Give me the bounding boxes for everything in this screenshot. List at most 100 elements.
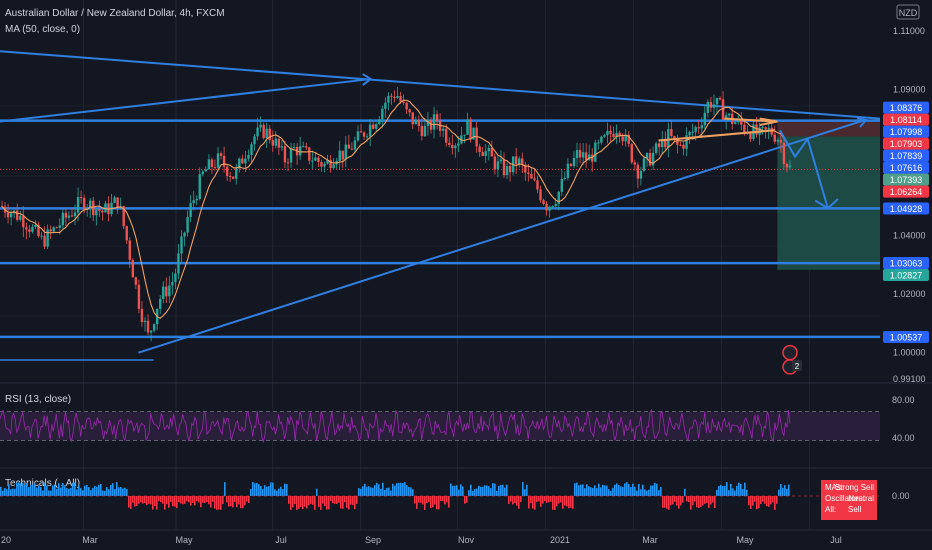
technicals-mas-key: MAs: bbox=[825, 483, 843, 492]
technicals-bar bbox=[78, 485, 80, 496]
price-label-8 bbox=[883, 202, 929, 215]
candle-body bbox=[642, 158, 646, 171]
wedge-upper-line[interactable] bbox=[724, 117, 775, 123]
trendlines[interactable] bbox=[0, 50, 881, 361]
technicals-bar bbox=[86, 484, 88, 496]
technicals-bar bbox=[412, 489, 414, 496]
technicals-bar bbox=[574, 483, 576, 496]
technicals-bar bbox=[324, 496, 326, 507]
technicals-bar bbox=[302, 496, 304, 510]
technicals-bar bbox=[64, 485, 66, 496]
candle-body bbox=[189, 203, 192, 218]
technicals-bar bbox=[442, 496, 444, 502]
technicals-bar bbox=[118, 487, 120, 496]
technicals-bar bbox=[532, 496, 534, 509]
candle-body bbox=[317, 157, 320, 163]
candle-body bbox=[654, 143, 658, 153]
technicals-bar bbox=[414, 496, 416, 504]
technicals-bar bbox=[322, 496, 324, 504]
technicals-bar bbox=[470, 484, 472, 496]
candle-body bbox=[524, 164, 527, 173]
technicals-bar bbox=[236, 496, 238, 508]
technicals-bar bbox=[264, 485, 266, 496]
candle-body bbox=[718, 97, 722, 100]
technicals-tick: 0.00 bbox=[892, 491, 910, 501]
symbol-title: Australian Dollar / New Zealand Dollar, … bbox=[5, 8, 225, 19]
technicals-bar bbox=[182, 496, 184, 505]
candle-body bbox=[426, 120, 430, 126]
candle-body bbox=[788, 165, 792, 168]
technicals-bar bbox=[186, 496, 188, 502]
candle-body bbox=[238, 158, 241, 169]
trendline-rising-support[interactable] bbox=[138, 119, 866, 354]
technicals-bar bbox=[204, 496, 206, 504]
candle-body bbox=[609, 130, 612, 134]
candle-body bbox=[225, 166, 229, 177]
technicals-bar bbox=[560, 496, 562, 503]
technicals-bar bbox=[256, 482, 258, 496]
candle-body bbox=[676, 138, 679, 145]
technicals-bar bbox=[338, 496, 340, 503]
grid bbox=[0, 0, 880, 530]
technicals-bar bbox=[736, 485, 738, 496]
candle-body bbox=[22, 215, 25, 228]
candle-body bbox=[432, 114, 436, 130]
candle-body bbox=[575, 150, 579, 158]
earnings-marker-icon[interactable] bbox=[782, 344, 798, 361]
technicals-bar bbox=[580, 484, 582, 496]
technicals-bar bbox=[576, 482, 578, 496]
technicals-bar bbox=[320, 496, 322, 510]
technicals-bar bbox=[714, 496, 716, 509]
technicals-bar bbox=[712, 496, 714, 503]
price-label-text-4: 1.07839 bbox=[890, 151, 923, 161]
technicals-bar bbox=[398, 482, 400, 496]
technicals-bar bbox=[772, 496, 774, 503]
ma-line bbox=[1, 99, 791, 319]
technicals-bar bbox=[284, 483, 286, 496]
event-markers[interactable]: 2 bbox=[782, 344, 802, 375]
time-axis[interactable]: 20 Mar May Jul Sep Nov 2021 Mar May Jul bbox=[1, 535, 842, 545]
wedge-lower-line[interactable] bbox=[658, 129, 775, 142]
technicals-bar bbox=[146, 496, 148, 506]
technicals-bar bbox=[384, 489, 386, 496]
trendline-rising-channel[interactable] bbox=[0, 78, 371, 123]
candle-body bbox=[673, 136, 676, 139]
projection-drawing[interactable] bbox=[658, 117, 839, 210]
technicals-bar bbox=[304, 496, 306, 507]
technicals-bar bbox=[558, 496, 560, 504]
technicals-bar bbox=[700, 496, 702, 507]
technicals-bar bbox=[188, 496, 190, 503]
technicals-bar bbox=[696, 496, 698, 508]
candle-body bbox=[283, 146, 287, 163]
technicals-bar bbox=[402, 483, 404, 496]
price-label-6 bbox=[883, 173, 929, 186]
technicals-bar bbox=[206, 496, 208, 503]
technicals-bar bbox=[612, 487, 614, 496]
trendline-upper-resistance[interactable] bbox=[0, 50, 881, 120]
candle-body bbox=[177, 253, 180, 274]
technicals-bar bbox=[776, 496, 778, 504]
technicals-bar bbox=[478, 485, 480, 496]
technicals-bar bbox=[60, 487, 62, 496]
candle-body bbox=[682, 144, 685, 149]
technicals-bar bbox=[178, 496, 180, 503]
candle-body bbox=[463, 134, 466, 136]
technicals-bar bbox=[678, 496, 680, 509]
technicals-bar bbox=[520, 496, 522, 503]
candle-body bbox=[536, 180, 539, 190]
technicals-bar bbox=[278, 488, 280, 496]
technicals-bar bbox=[58, 483, 60, 496]
projection-path[interactable] bbox=[779, 129, 829, 209]
candle-body bbox=[298, 146, 302, 156]
candle-body bbox=[508, 165, 512, 173]
candle-body bbox=[457, 143, 460, 146]
technicals-bar bbox=[114, 489, 116, 496]
candle-body bbox=[323, 163, 326, 167]
candle-body bbox=[286, 162, 290, 164]
technicals-bar bbox=[232, 496, 234, 508]
technicals-bar bbox=[96, 486, 98, 496]
technicals-bar bbox=[72, 482, 74, 496]
price-tick-7: 0.99100 bbox=[893, 374, 926, 384]
technicals-bar bbox=[592, 487, 594, 496]
